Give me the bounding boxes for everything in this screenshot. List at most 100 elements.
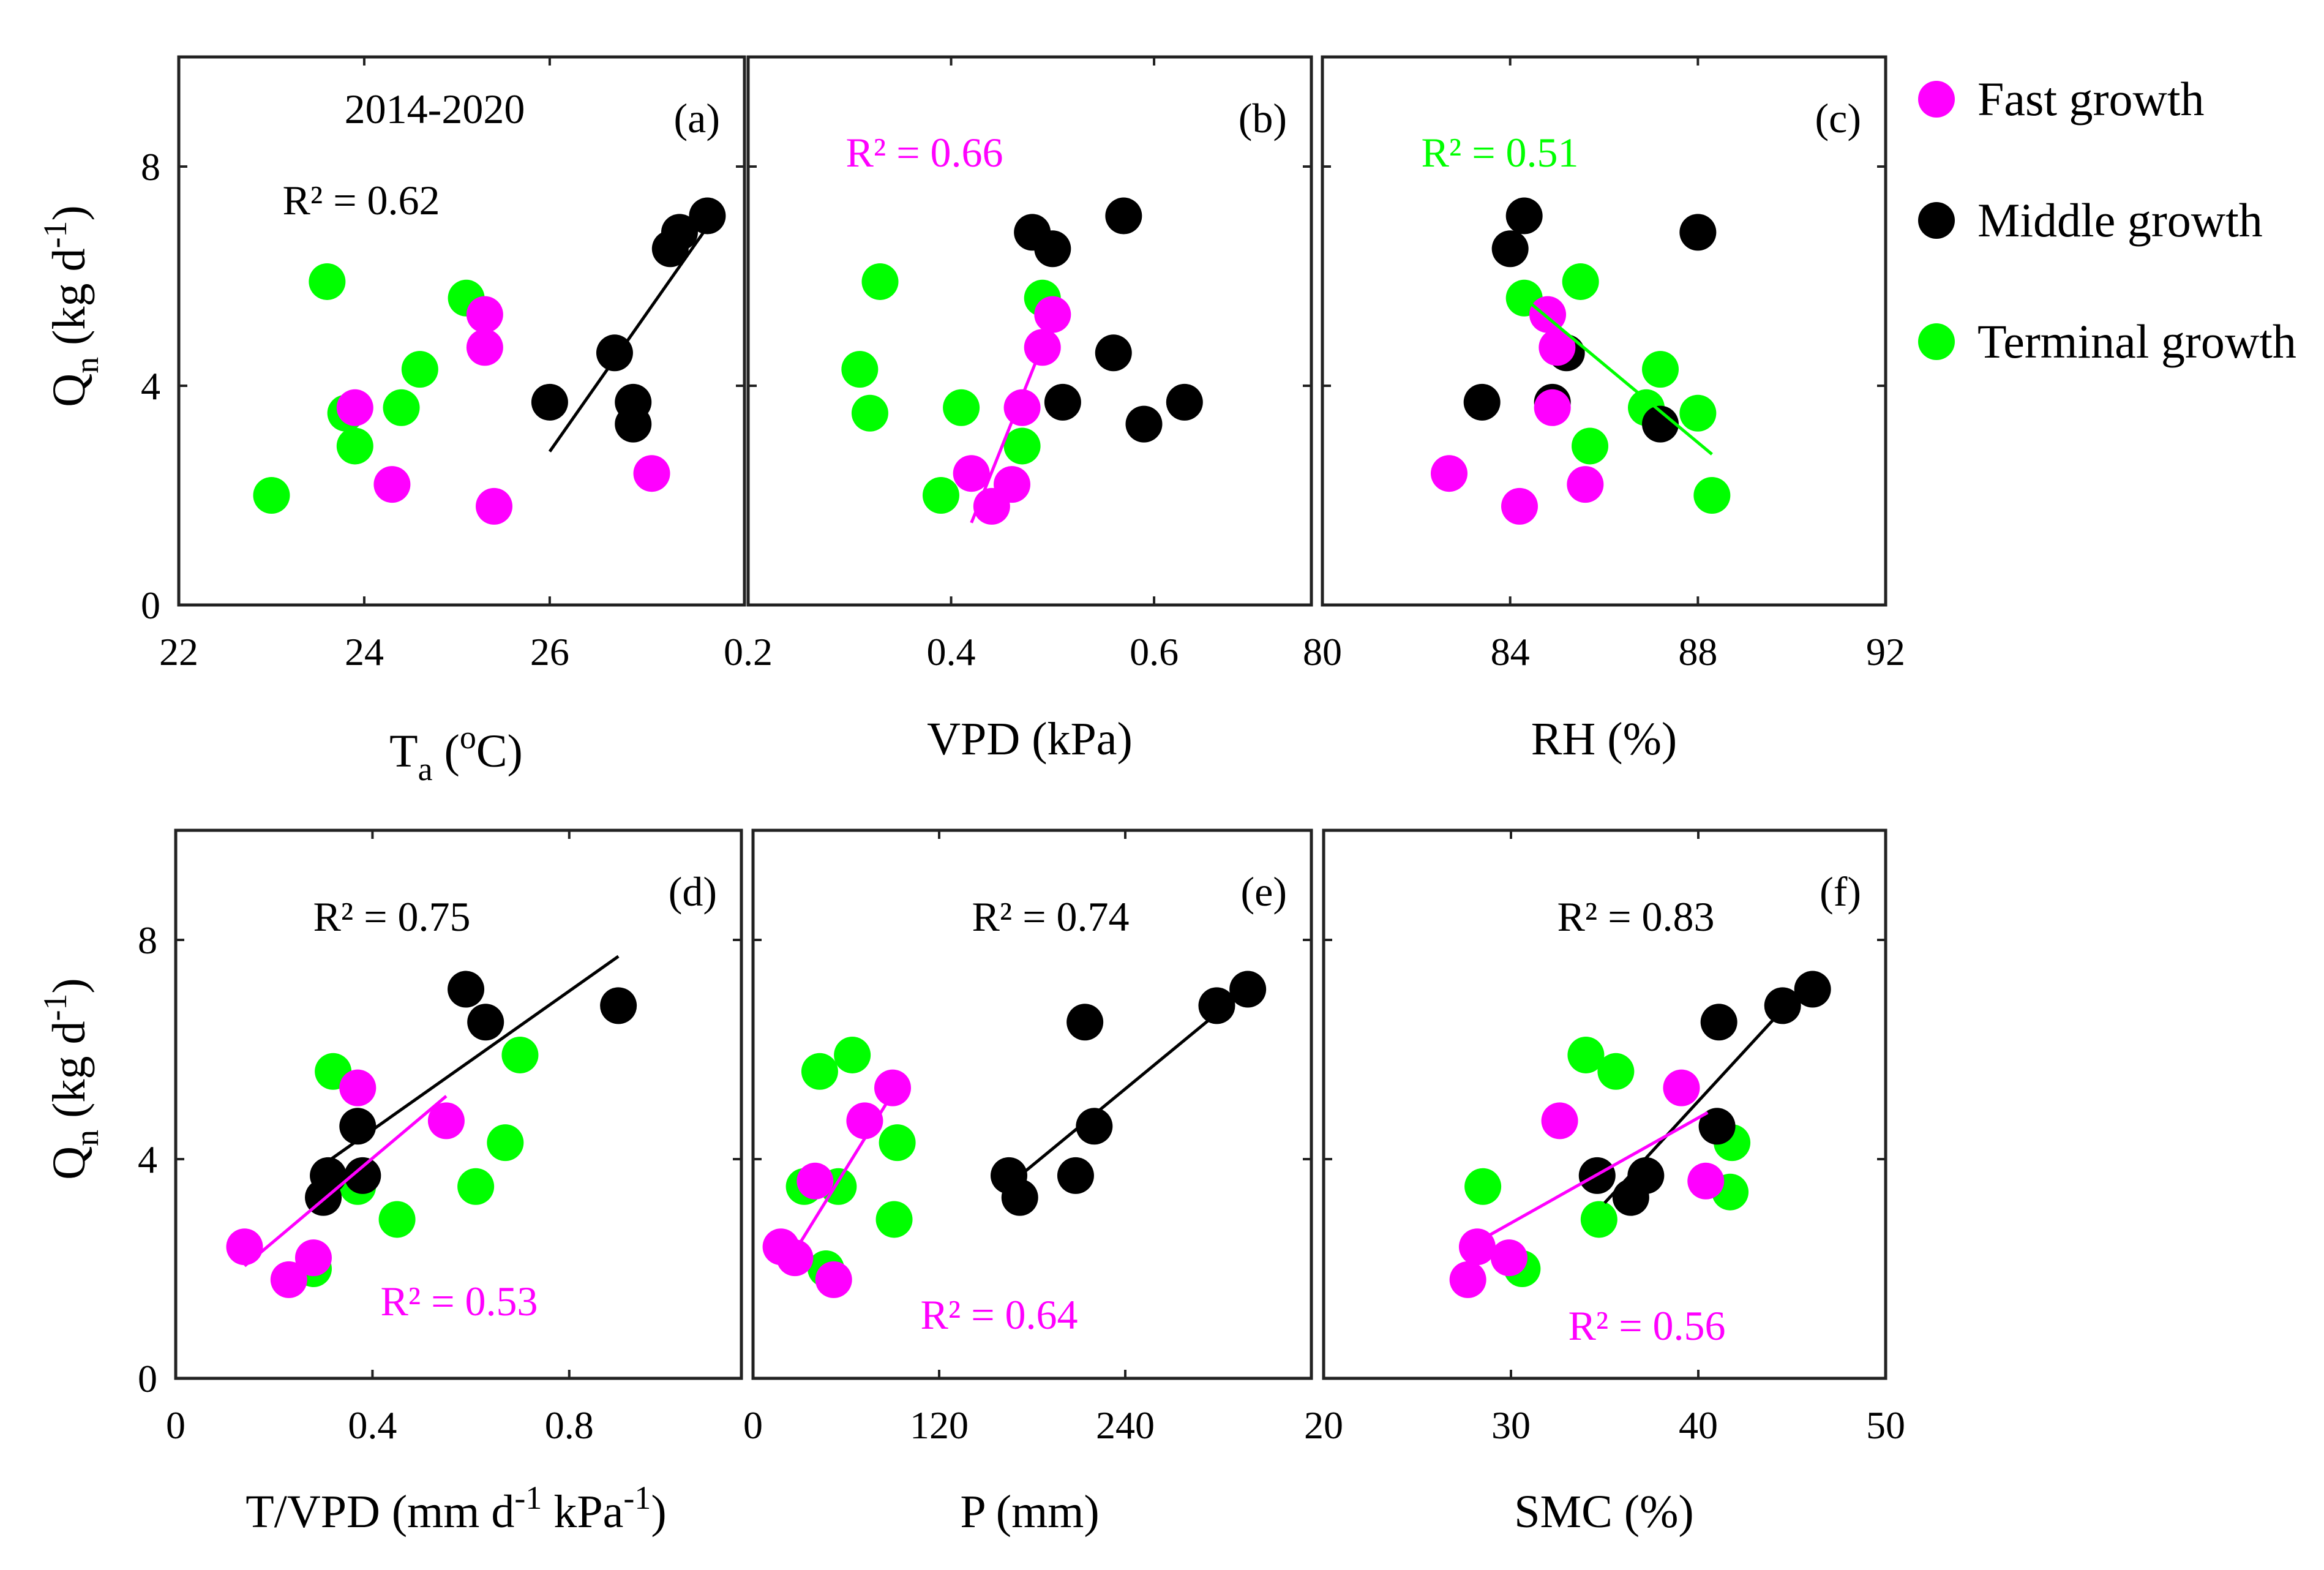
y-tick-label: 0 — [138, 1357, 157, 1400]
point-middle — [1105, 197, 1142, 235]
r2-label-middle: R² = 0.75 — [313, 893, 470, 940]
xlabel-d: T/VPD (mm d-1 kPa-1) — [246, 1479, 666, 1538]
point-fast — [1687, 1162, 1725, 1200]
legend-label-fast: Fast growth — [1977, 72, 2205, 126]
point-fast — [466, 329, 503, 366]
panel-tag: (f) — [1820, 868, 1861, 915]
svg-text:Qn (kg d-1): Qn (kg d-1) — [37, 205, 105, 407]
legend-label-middle: Middle growth — [1977, 193, 2263, 247]
xlabel-c: RH (%) — [1531, 713, 1677, 765]
point-middle — [1066, 1004, 1104, 1041]
ylabel-unit-a: (kg d — [43, 249, 95, 357]
point-middle — [1764, 987, 1801, 1024]
x-tick-label: 84 — [1491, 630, 1530, 674]
point-middle — [467, 1004, 504, 1041]
plot-frame — [177, 55, 746, 607]
x-tick-label: 88 — [1678, 630, 1717, 674]
point-fast — [633, 455, 670, 492]
point-fast — [1449, 1261, 1486, 1298]
point-middle — [1505, 197, 1543, 235]
legend: Fast growth Middle growth Terminal growt… — [1918, 72, 2296, 368]
plot-frame — [1321, 55, 1887, 607]
x-tick-label: 240 — [1096, 1403, 1155, 1447]
point-terminal — [1572, 427, 1608, 465]
xlabel-a: Ta (oC) — [389, 719, 523, 787]
point-fast — [1490, 1239, 1527, 1277]
y-tick-label: 0 — [141, 584, 160, 627]
point-terminal — [401, 351, 438, 388]
fit-line-middle — [1603, 988, 1803, 1204]
r2-label-fast: R² = 0.53 — [380, 1278, 538, 1324]
point-middle — [1491, 230, 1529, 268]
point-middle — [1125, 405, 1163, 443]
point-fast — [1541, 1102, 1578, 1140]
point-terminal — [841, 351, 879, 388]
panel-b: 0.2 0.4 0.6 (b) R² = 0.66 — [724, 55, 1313, 674]
x-tick-label: 0.6 — [1130, 630, 1179, 674]
y-tick-label: 4 — [141, 364, 160, 408]
point-middle — [600, 987, 637, 1024]
x-tick-label: 30 — [1491, 1403, 1531, 1447]
x-tick-label: 0 — [166, 1403, 186, 1447]
x-tick-label: 80 — [1303, 630, 1342, 674]
x-tick-label: 50 — [1866, 1403, 1905, 1447]
point-terminal — [457, 1168, 495, 1205]
r2-label-terminal: R² = 0.51 — [1421, 129, 1578, 176]
point-fast — [1534, 389, 1571, 426]
point-terminal — [801, 1053, 838, 1090]
point-fast — [466, 296, 503, 333]
point-terminal — [1580, 1201, 1617, 1238]
point-terminal — [309, 263, 346, 300]
r2-label-fast: R² = 0.64 — [920, 1291, 1078, 1338]
point-fast — [1663, 1069, 1700, 1106]
point-middle — [689, 197, 726, 235]
point-terminal — [253, 477, 290, 514]
y-tick-label: 8 — [138, 918, 157, 962]
point-terminal — [1679, 394, 1717, 432]
point-middle — [1198, 987, 1235, 1024]
plot-frame — [174, 828, 743, 1380]
panel-c: 80 84 88 92 (c) R² = 0.51 — [1303, 55, 1905, 674]
xlabel-f: SMC (%) — [1514, 1486, 1693, 1538]
point-fast — [993, 466, 1030, 503]
point-terminal — [922, 477, 959, 514]
r2-label-middle: R² = 0.62 — [282, 177, 440, 223]
xlabel-e: P (mm) — [960, 1486, 1099, 1538]
legend-marker-fast — [1918, 81, 1955, 118]
x-tick-label: 26 — [530, 630, 569, 674]
fit-line-terminal — [1523, 296, 1713, 456]
fit-line-middle — [548, 226, 709, 453]
point-terminal — [851, 394, 888, 432]
point-middle — [344, 1157, 381, 1194]
point-fast — [294, 1239, 332, 1277]
ylabel-main: Q — [43, 374, 95, 407]
point-fast — [476, 487, 513, 525]
point-terminal — [378, 1201, 416, 1238]
point-middle — [1463, 383, 1501, 421]
plot-frame — [746, 55, 1313, 607]
ylabel-unit-a: (kg d — [43, 1021, 95, 1130]
point-fast — [815, 1261, 852, 1298]
point-terminal — [1693, 477, 1731, 514]
panel-f: 20 30 40 50 (f) R² = 0.83 R² = 0.56 — [1304, 828, 1905, 1447]
y-tick-label: 4 — [138, 1138, 157, 1181]
ylabel-bottom: Qn (kg d-1) — [37, 978, 105, 1180]
point-fast — [1501, 487, 1538, 525]
x-tick-label: 0.4 — [927, 630, 976, 674]
x-tick-label: 0 — [743, 1403, 763, 1447]
point-terminal — [1003, 427, 1041, 465]
point-terminal — [1562, 263, 1599, 300]
point-middle — [661, 214, 698, 251]
r2-label-fast: R² = 0.66 — [845, 129, 1003, 176]
ylabel-sup: -1 — [37, 994, 73, 1021]
point-fast — [776, 1239, 814, 1277]
point-middle — [1700, 1004, 1737, 1041]
legend-marker-terminal — [1918, 323, 1955, 360]
point-terminal — [875, 1201, 913, 1238]
point-middle — [1057, 1157, 1094, 1194]
x-tick-label: 0.2 — [724, 630, 773, 674]
fit-line-fast — [782, 1092, 894, 1270]
panel-d: 0 0.4 0.8 0 4 8 (d) R² = 0.75 R² = 0.53 — [138, 828, 743, 1447]
point-terminal — [383, 389, 420, 426]
point-fast — [1567, 466, 1604, 503]
